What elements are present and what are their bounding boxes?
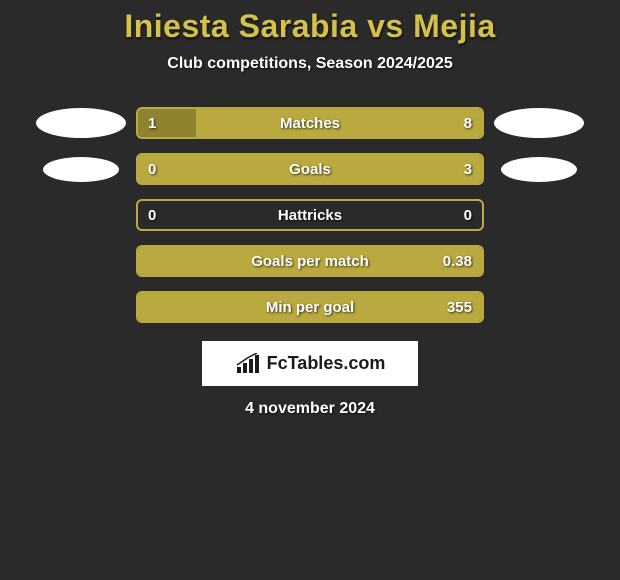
logo-box[interactable]: FcTables.com	[202, 341, 418, 386]
stat-row: 1 Matches 8	[0, 107, 620, 139]
stat-row: 0 Goals 3	[0, 153, 620, 185]
date-label: 4 november 2024	[0, 400, 620, 418]
page-title: Iniesta Sarabia vs Mejia	[0, 8, 620, 45]
stat-right-value: 8	[464, 115, 472, 132]
left-player-shape	[36, 292, 126, 322]
stat-right-value: 0	[464, 207, 472, 224]
right-player-shape	[494, 108, 584, 138]
stat-bar: Goals per match 0.38	[136, 245, 484, 277]
stat-bar-text: 0 Goals 3	[138, 155, 482, 183]
stats-list: 1 Matches 8 0 Goals 3 0 Hattricks 0 Goals per mat…	[0, 107, 620, 323]
stat-bar: 0 Goals 3	[136, 153, 484, 185]
stat-left-value: 1	[148, 115, 156, 132]
stat-label: Min per goal	[266, 299, 354, 316]
left-player-shape	[36, 108, 126, 138]
comparison-widget: Iniesta Sarabia vs Mejia Club competitio…	[0, 0, 620, 418]
stat-right-value: 355	[447, 299, 472, 316]
stat-label: Matches	[280, 115, 340, 132]
right-player-shape	[494, 200, 584, 230]
stat-bar: Min per goal 355	[136, 291, 484, 323]
stat-label: Goals	[289, 161, 331, 178]
stat-bar-text: 1 Matches 8	[138, 109, 482, 137]
right-player-shape	[494, 246, 584, 276]
page-subtitle: Club competitions, Season 2024/2025	[0, 55, 620, 73]
left-player-shape	[36, 154, 126, 184]
stat-bar-text: Goals per match 0.38	[138, 247, 482, 275]
right-player-shape	[494, 154, 584, 184]
left-player-shape	[36, 246, 126, 276]
chart-icon	[235, 353, 261, 375]
stat-label: Goals per match	[251, 253, 369, 270]
logo-text: FcTables.com	[267, 353, 386, 374]
stat-right-value: 3	[464, 161, 472, 178]
stat-left-value: 0	[148, 161, 156, 178]
stat-row: Goals per match 0.38	[0, 245, 620, 277]
left-player-shape	[36, 200, 126, 230]
stat-right-value: 0.38	[443, 253, 472, 270]
stat-left-value: 0	[148, 207, 156, 224]
right-player-shape	[494, 292, 584, 322]
stat-bar-text: Min per goal 355	[138, 293, 482, 321]
stat-bar: 1 Matches 8	[136, 107, 484, 139]
stat-row: 0 Hattricks 0	[0, 199, 620, 231]
stat-bar: 0 Hattricks 0	[136, 199, 484, 231]
stat-bar-text: 0 Hattricks 0	[138, 201, 482, 229]
stat-label: Hattricks	[278, 207, 342, 224]
stat-row: Min per goal 355	[0, 291, 620, 323]
